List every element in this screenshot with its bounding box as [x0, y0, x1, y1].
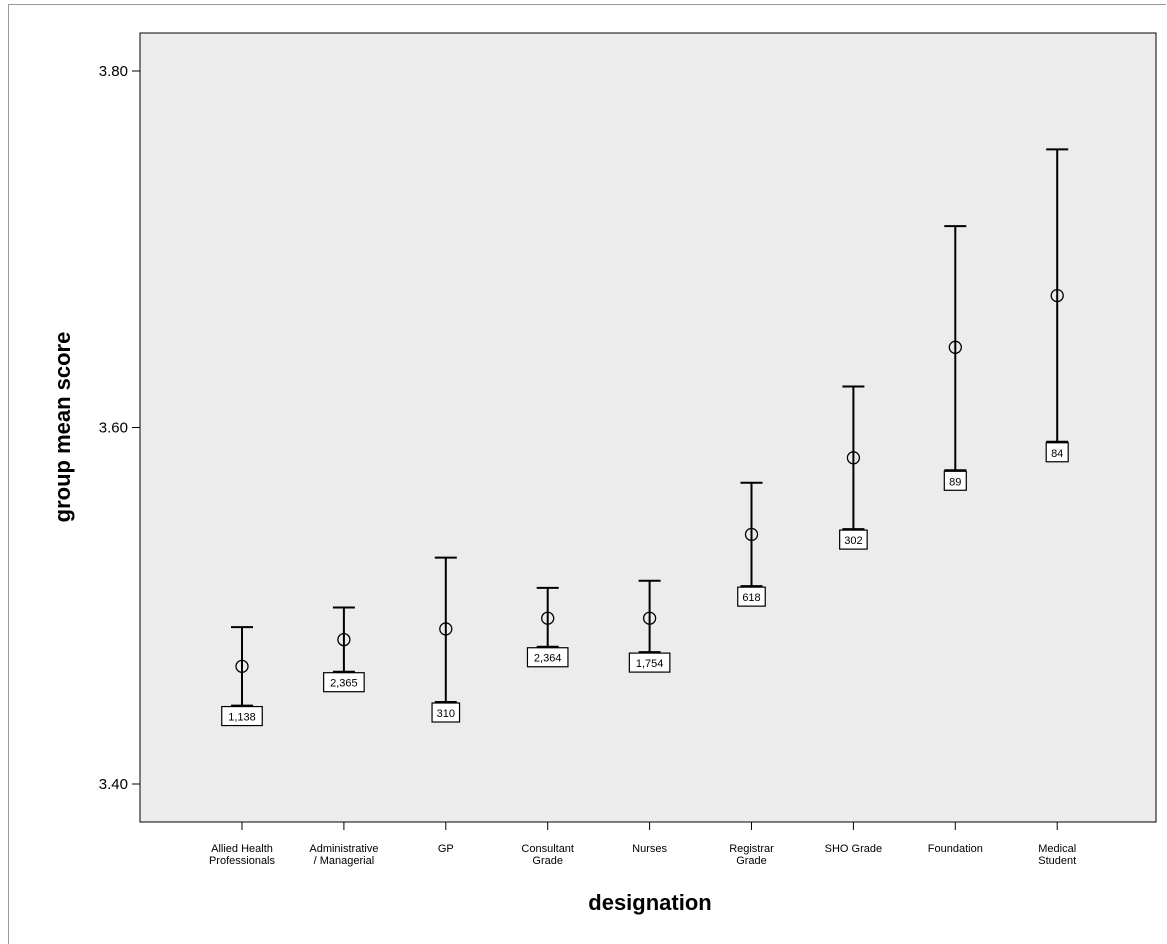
mean-marker	[1050, 288, 1064, 303]
x-tick-label: Medical Student	[1038, 843, 1076, 867]
n-label-box	[628, 652, 671, 673]
x-tick-label: Nurses	[632, 843, 667, 855]
x-tick-label: SHO Grade	[825, 843, 882, 855]
plot-area	[139, 32, 1157, 823]
mean-marker	[235, 659, 249, 674]
y-tick-label: 3.80	[99, 63, 128, 80]
mean-marker	[439, 622, 453, 636]
n-label: 89	[949, 476, 961, 488]
n-label: 310	[437, 708, 455, 720]
n-label-box	[737, 586, 766, 607]
x-tick-label: GP	[438, 843, 454, 855]
n-label: 618	[742, 592, 760, 604]
x-tick-label: Allied Health Professionals	[209, 843, 276, 867]
n-label: 2,365	[330, 678, 358, 690]
mean-marker	[846, 451, 861, 465]
y-tick-label: 3.60	[99, 420, 128, 437]
mean-marker	[744, 527, 759, 542]
x-tick-label: Registrar Grade	[729, 843, 774, 867]
mean-marker	[948, 340, 962, 354]
n-label-box	[323, 672, 365, 693]
x-tick-label: Consultant Grade	[521, 843, 574, 867]
n-label-box	[221, 705, 263, 727]
x-axis-title: designation	[588, 890, 711, 915]
n-label-box	[943, 470, 967, 491]
n-label-box	[431, 702, 461, 723]
n-label: 84	[1051, 448, 1063, 460]
x-tick-label: Foundation	[928, 843, 983, 855]
x-tick-label: Administrative / Managerial	[309, 843, 378, 867]
n-label: 1,138	[228, 712, 256, 724]
mean-marker	[337, 632, 351, 647]
error-bars: 1,138 2,365 310 2,364 1,754 618 302 89 84	[221, 148, 1069, 727]
n-label-box	[839, 529, 868, 550]
n-label: 2,364	[534, 653, 562, 665]
y-tick-label: 3.40	[99, 776, 128, 793]
n-label-box	[1045, 442, 1069, 463]
mean-marker	[541, 611, 555, 625]
x-axis-ticks: Allied Health Professionals Administrative…	[209, 822, 1076, 867]
y-axis-ticks: 3.40 3.60 3.80	[99, 63, 140, 793]
n-label: 302	[844, 535, 862, 547]
chart-frame	[8, 4, 1166, 944]
mean-marker	[642, 611, 657, 625]
y-axis-title: group mean score	[50, 332, 75, 523]
n-label: 1,754	[636, 658, 664, 670]
n-label-box	[526, 647, 569, 668]
